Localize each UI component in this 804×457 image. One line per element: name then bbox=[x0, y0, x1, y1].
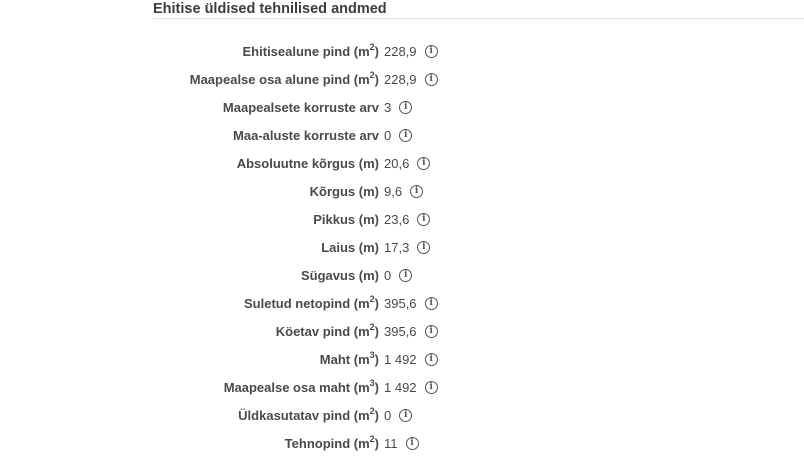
data-row: Absoluutne kõrgus (m) 20,6 i bbox=[0, 149, 804, 177]
data-row: Maapealse osa maht (m3) 1 492 i bbox=[0, 373, 804, 401]
info-icon[interactable]: i bbox=[417, 212, 431, 226]
data-label: Tehnopind (m2) bbox=[284, 433, 379, 451]
info-icon[interactable]: i bbox=[405, 436, 419, 450]
section-title: Ehitise üldised tehnilised andmed bbox=[153, 1, 387, 17]
info-icon[interactable]: i bbox=[417, 240, 431, 254]
data-row: Pikkus (m) 23,6 i bbox=[0, 205, 804, 233]
data-value: 17,3 bbox=[384, 239, 410, 255]
data-value: 23,6 bbox=[384, 211, 410, 227]
section-divider bbox=[153, 18, 804, 19]
info-icon[interactable]: i bbox=[410, 184, 424, 198]
info-icon[interactable]: i bbox=[417, 156, 431, 170]
data-row: Laius (m) 17,3 i bbox=[0, 233, 804, 261]
unit-exponent: 2 bbox=[369, 321, 375, 332]
data-label-text: Tehnopind (m bbox=[284, 435, 370, 451]
data-row: Maa-aluste korruste arv 0 i bbox=[0, 121, 804, 149]
info-icon[interactable]: i bbox=[399, 128, 413, 142]
data-label: Suletud netopind (m2) bbox=[243, 293, 379, 311]
info-icon[interactable]: i bbox=[424, 72, 438, 86]
data-row: Kõrgus (m) 9,6 i bbox=[0, 177, 804, 205]
technical-data-list: Ehitisealune pind (m2) 228,9 i Maapealse os… bbox=[0, 37, 804, 457]
data-value: 20,6 bbox=[384, 155, 410, 171]
data-label: Maht (m3) bbox=[319, 349, 379, 367]
info-icon[interactable]: i bbox=[424, 296, 438, 310]
data-label-text: Üldkasutatav pind (m bbox=[238, 407, 370, 423]
data-row: Maapealsete korruste arv 3 i bbox=[0, 93, 804, 121]
data-row: Sügavus (m) 0 i bbox=[0, 261, 804, 289]
info-icon[interactable]: i bbox=[424, 380, 438, 394]
data-label: Köetav pind (m2) bbox=[275, 321, 379, 339]
data-label: Laius (m) bbox=[0, 240, 379, 255]
data-label-text: Maapealse osa alune pind (m bbox=[189, 71, 370, 87]
data-label: Maa-aluste korruste arv bbox=[0, 128, 379, 143]
data-row: Üldkasutatav pind (m2) 0 i bbox=[0, 401, 804, 429]
data-value: 228,9 bbox=[384, 71, 417, 87]
data-value: 3 bbox=[384, 99, 392, 115]
data-row: Tehnopind (m2) 11 i bbox=[0, 429, 804, 457]
data-row: Köetav pind (m2) 395,6 i bbox=[0, 317, 804, 345]
data-value: 1 492 bbox=[384, 351, 417, 367]
data-label: Maapealse osa alune pind (m2) bbox=[189, 69, 379, 87]
data-label: Maapealse osa maht (m3) bbox=[223, 377, 379, 395]
data-label-text: Pikkus (m) bbox=[313, 211, 379, 227]
unit-exponent: 2 bbox=[369, 433, 375, 444]
data-row: Maht (m3) 1 492 i bbox=[0, 345, 804, 373]
info-icon[interactable]: i bbox=[424, 324, 438, 338]
unit-exponent: 2 bbox=[369, 293, 375, 304]
data-label: Maapealsete korruste arv bbox=[0, 100, 379, 115]
data-label: Üldkasutatav pind (m2) bbox=[238, 405, 379, 423]
data-value: 1 492 bbox=[384, 379, 417, 395]
info-icon[interactable]: i bbox=[399, 100, 413, 114]
info-icon[interactable]: i bbox=[424, 352, 438, 366]
data-label-text: Maht (m bbox=[319, 351, 370, 367]
data-value: 11 bbox=[384, 435, 398, 451]
unit-exponent: 2 bbox=[369, 69, 375, 80]
data-label-text: Maapealsete korruste arv bbox=[222, 99, 379, 115]
data-label-text: Maa-aluste korruste arv bbox=[233, 127, 379, 143]
data-row: Suletud netopind (m2) 395,6 i bbox=[0, 289, 804, 317]
info-icon[interactable]: i bbox=[399, 268, 413, 282]
data-value: 395,6 bbox=[384, 323, 417, 339]
data-value: 9,6 bbox=[384, 183, 403, 199]
data-label-text: Kõrgus (m) bbox=[309, 183, 379, 199]
data-value: 228,9 bbox=[384, 43, 417, 59]
data-row: Maapealse osa alune pind (m2) 228,9 i bbox=[0, 65, 804, 93]
data-label-text: Absoluutne kõrgus (m) bbox=[236, 155, 379, 171]
data-label-text: Suletud netopind (m bbox=[243, 295, 370, 311]
unit-exponent: 2 bbox=[369, 405, 375, 416]
data-label-text: Sügavus (m) bbox=[300, 267, 379, 283]
data-label: Ehitisealune pind (m2) bbox=[242, 41, 379, 59]
data-value: 0 bbox=[384, 127, 392, 143]
info-icon[interactable]: i bbox=[424, 44, 438, 58]
data-row: Ehitisealune pind (m2) 228,9 i bbox=[0, 37, 804, 65]
data-label: Kõrgus (m) bbox=[0, 184, 379, 199]
data-value: 395,6 bbox=[384, 295, 417, 311]
data-label: Sügavus (m) bbox=[0, 268, 379, 283]
data-label-text: Maapealse osa maht (m bbox=[223, 379, 370, 395]
unit-exponent: 2 bbox=[369, 41, 375, 52]
data-label-text: Köetav pind (m bbox=[275, 323, 370, 339]
data-label-text: Laius (m) bbox=[321, 239, 379, 255]
data-label: Pikkus (m) bbox=[0, 212, 379, 227]
data-label: Absoluutne kõrgus (m) bbox=[0, 156, 379, 171]
unit-exponent: 3 bbox=[369, 349, 375, 360]
info-icon[interactable]: i bbox=[399, 408, 413, 422]
data-value: 0 bbox=[384, 267, 392, 283]
data-value: 0 bbox=[384, 407, 392, 423]
data-label-text: Ehitisealune pind (m bbox=[242, 43, 370, 59]
unit-exponent: 3 bbox=[369, 377, 375, 388]
